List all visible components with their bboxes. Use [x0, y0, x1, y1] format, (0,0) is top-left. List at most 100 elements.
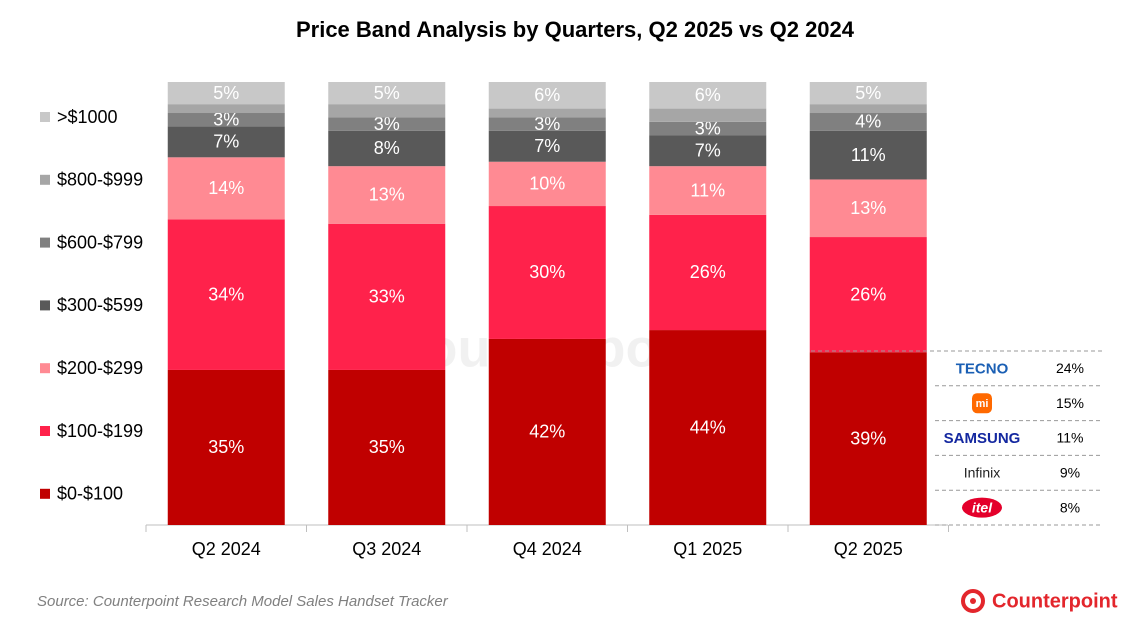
bar-segment — [809, 352, 927, 525]
data-label: 3% — [213, 109, 239, 129]
data-label: 3% — [534, 114, 560, 134]
data-label: 13% — [850, 198, 886, 218]
bar-segment — [649, 135, 767, 167]
bar-segment — [488, 161, 606, 207]
bar-segment — [649, 82, 767, 109]
brand-name: mi — [976, 398, 989, 410]
bar-segment — [167, 104, 285, 114]
data-label: 5% — [213, 83, 239, 103]
brand-name: TECNO — [956, 360, 1009, 377]
bar-segment — [649, 214, 767, 331]
data-label: 7% — [695, 140, 721, 160]
data-label: 26% — [850, 284, 886, 304]
bar-segment — [809, 130, 927, 180]
legend-swatch — [40, 300, 50, 311]
legend-swatch — [40, 488, 50, 499]
brand-name: Infinix — [964, 465, 1001, 481]
brand-logo-bg — [962, 497, 1002, 518]
legend-label: $800-$999 — [57, 170, 143, 190]
bar-segment — [488, 206, 606, 339]
source: Source: Counterpoint Research Model Sale… — [37, 593, 449, 610]
data-label: 3% — [374, 114, 400, 134]
brand-share: 8% — [1060, 499, 1080, 515]
x-tick-label: Q4 2024 — [513, 539, 582, 559]
data-label: 33% — [369, 287, 405, 307]
logo-icon-dot — [970, 598, 976, 604]
bar-segment — [328, 130, 446, 167]
x-tick-label: Q2 2024 — [192, 539, 261, 559]
data-label: 4% — [855, 112, 881, 132]
data-label: 5% — [855, 83, 881, 103]
bar-segment — [328, 369, 446, 525]
bar-segment — [167, 113, 285, 127]
brand-share: 9% — [1060, 465, 1080, 481]
legend-swatch — [40, 363, 50, 374]
bar-segment — [167, 369, 285, 525]
legend-label: $0-$100 — [57, 484, 123, 504]
bar-segment — [809, 82, 927, 105]
legend-label: $300-$599 — [57, 295, 143, 315]
data-label: 30% — [529, 262, 565, 282]
bar-segment — [167, 219, 285, 370]
bar-segment — [488, 82, 606, 109]
bar-segment — [328, 117, 446, 131]
legend-label: $100-$199 — [57, 421, 143, 441]
bar-segment — [809, 237, 927, 353]
bar-segment — [649, 121, 767, 136]
bar-segment — [167, 82, 285, 105]
data-label: 6% — [534, 85, 560, 105]
bar-segment — [488, 108, 606, 118]
bar-segment — [328, 82, 446, 105]
legend-swatch — [40, 237, 50, 248]
bar-segment — [809, 104, 927, 114]
brand-share: 24% — [1056, 360, 1084, 376]
bar-segment — [328, 223, 446, 370]
data-label: 13% — [369, 185, 405, 205]
legend-swatch — [40, 426, 50, 436]
data-label: 7% — [213, 132, 239, 152]
bar-segment — [649, 108, 767, 122]
bar-segment — [809, 179, 927, 238]
data-label: 8% — [374, 138, 400, 158]
legend-swatch — [40, 174, 50, 185]
data-label: 5% — [374, 83, 400, 103]
data-label: 11% — [690, 180, 725, 200]
bar-segment — [649, 166, 767, 215]
data-label: 35% — [208, 437, 244, 457]
bar-segment — [488, 130, 606, 162]
logo-icon — [961, 589, 985, 613]
data-label: 14% — [208, 178, 244, 198]
data-label: 42% — [529, 422, 565, 442]
data-label: 35% — [369, 437, 405, 457]
data-label: 3% — [695, 118, 721, 138]
legend-label: $200-$299 — [57, 358, 143, 378]
bar-segment — [488, 338, 606, 525]
data-label: 11% — [851, 145, 886, 165]
data-label: 44% — [690, 417, 726, 437]
data-label: 34% — [208, 284, 244, 304]
chart-title: Price Band Analysis by Quarters, Q2 2025… — [296, 17, 855, 42]
x-tick-label: Q1 2025 — [673, 539, 742, 559]
brand-name: SAMSUNG — [944, 430, 1021, 447]
bar-segment — [649, 330, 767, 525]
brand-share: 15% — [1056, 395, 1084, 411]
brand-share: 11% — [1057, 430, 1084, 446]
bar-segment — [167, 157, 285, 220]
data-label: 6% — [695, 85, 721, 105]
bar-segment — [488, 117, 606, 131]
brand-name: itel — [972, 499, 993, 515]
legend-label: >$1000 — [57, 107, 118, 127]
x-tick-label: Q3 2024 — [352, 539, 421, 559]
bar-segment — [809, 113, 927, 131]
data-label: 10% — [529, 174, 565, 194]
bar-segment — [328, 104, 446, 118]
data-label: 26% — [690, 262, 726, 282]
x-tick-label: Q2 2025 — [834, 539, 903, 559]
legend-swatch — [40, 112, 50, 122]
bar-segment — [328, 166, 446, 224]
bar-segment — [167, 126, 285, 158]
logo: Counterpoint — [992, 590, 1118, 612]
data-label: 39% — [850, 428, 886, 448]
brand-logo-bg — [972, 393, 992, 414]
